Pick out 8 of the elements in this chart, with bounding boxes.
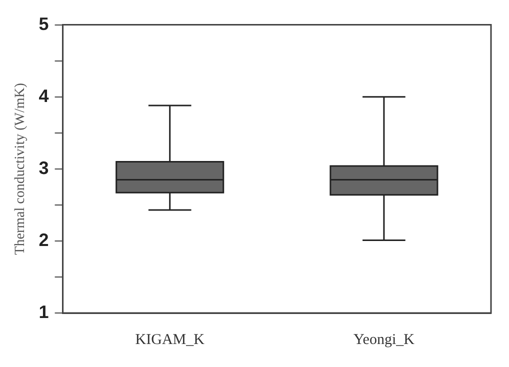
y-tick-label: 5: [38, 14, 49, 34]
y-tick-label: 2: [38, 230, 49, 250]
y-axis-title: Thermal conductivity (W/mK): [13, 82, 28, 255]
y-tick-label: 1: [38, 302, 49, 322]
y-tick-label: 4: [38, 86, 49, 106]
x-tick-label: Yeongi_K: [353, 332, 415, 348]
x-tick-label: KIGAM_K: [135, 332, 205, 348]
y-tick-label: 3: [38, 158, 49, 178]
